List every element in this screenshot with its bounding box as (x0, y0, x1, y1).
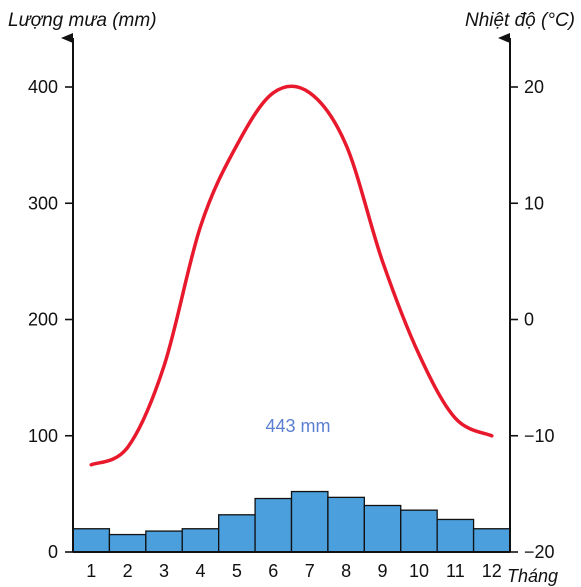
left-tick-label-200: 200 (28, 310, 58, 330)
precip-bar-11 (436, 518, 475, 553)
x-tick-label-6: 6 (268, 561, 278, 581)
precip-bar-6 (254, 497, 293, 553)
right-tick-label-minus10: −10 (524, 426, 555, 446)
x-tick-label-2: 2 (123, 561, 133, 581)
x-tick-label-10: 10 (409, 561, 429, 581)
right-tick-label-10: 10 (524, 193, 544, 213)
x-tick-label-5: 5 (232, 561, 242, 581)
precip-bar-1 (72, 528, 111, 553)
right-tick-label-20: 20 (524, 77, 544, 97)
precip-bar-7 (290, 490, 329, 553)
precip-bar-3 (145, 530, 183, 553)
x-tick-label-11: 11 (446, 561, 465, 581)
left-tick-label-300: 300 (28, 193, 58, 213)
left-tick-label-400: 400 (28, 77, 58, 97)
right-tick-label-minus20: −20 (524, 542, 555, 562)
precip-bar-12 (472, 528, 511, 553)
left-tick-label-0: 0 (48, 542, 58, 562)
x-tick-label-9: 9 (378, 561, 388, 581)
right-tick-label-0: 0 (524, 310, 534, 330)
temperature-line (89, 84, 494, 467)
x-axis-title: Tháng (507, 566, 559, 586)
x-tick-label-8: 8 (341, 561, 351, 581)
precipitation-total-label: 443 mm (265, 416, 330, 436)
x-tick-label-3: 3 (159, 561, 169, 581)
left-tick-label-100: 100 (28, 426, 58, 446)
precip-bar-5 (218, 514, 256, 553)
right-axis-title: Nhiệt độ (°C) (464, 10, 575, 31)
precip-bar-2 (108, 533, 147, 553)
precipitation-bars (72, 490, 511, 553)
precip-bar-10 (400, 509, 438, 553)
x-tick-label-4: 4 (195, 561, 205, 581)
axes (61, 33, 518, 553)
x-tick-label-12: 12 (482, 561, 502, 581)
precip-bar-9 (363, 504, 402, 553)
temperature-line-group (89, 84, 494, 467)
x-tick-label-7: 7 (305, 561, 315, 581)
left-axis-title: Lượng mưa (mm) (8, 10, 157, 31)
precip-bar-8 (327, 496, 365, 553)
precip-bar-4 (181, 528, 220, 553)
x-tick-label-1: 1 (86, 561, 96, 581)
